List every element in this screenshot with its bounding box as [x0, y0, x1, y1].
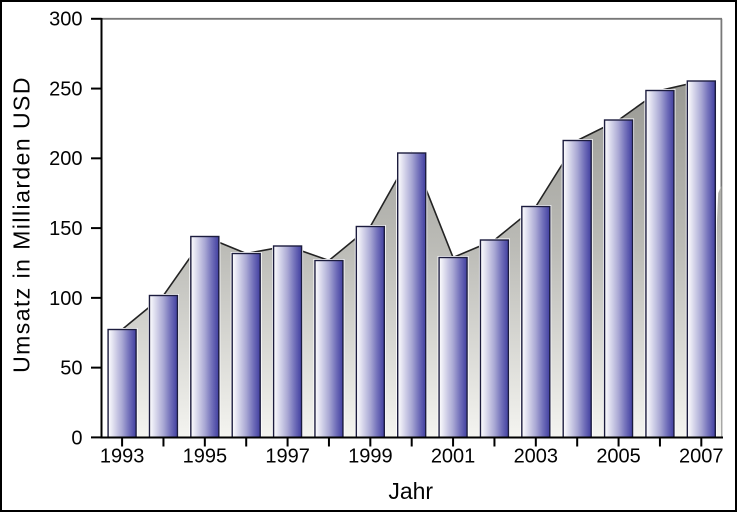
svg-text:50: 50	[60, 358, 82, 380]
svg-text:Umsatz in Milliarden USD: Umsatz in Milliarden USD	[9, 76, 35, 373]
svg-text:1995: 1995	[183, 446, 228, 468]
svg-text:150: 150	[49, 218, 82, 240]
svg-text:Jahr: Jahr	[388, 478, 433, 504]
svg-text:2005: 2005	[596, 446, 641, 468]
svg-text:1999: 1999	[348, 446, 393, 468]
svg-text:300: 300	[49, 9, 82, 31]
svg-text:200: 200	[49, 148, 82, 170]
svg-text:2007: 2007	[679, 446, 724, 468]
svg-text:2003: 2003	[514, 446, 559, 468]
svg-text:1993: 1993	[100, 446, 145, 468]
svg-text:1997: 1997	[265, 446, 310, 468]
svg-text:0: 0	[71, 427, 82, 449]
svg-text:100: 100	[49, 288, 82, 310]
svg-text:2001: 2001	[431, 446, 476, 468]
svg-text:250: 250	[49, 79, 82, 101]
